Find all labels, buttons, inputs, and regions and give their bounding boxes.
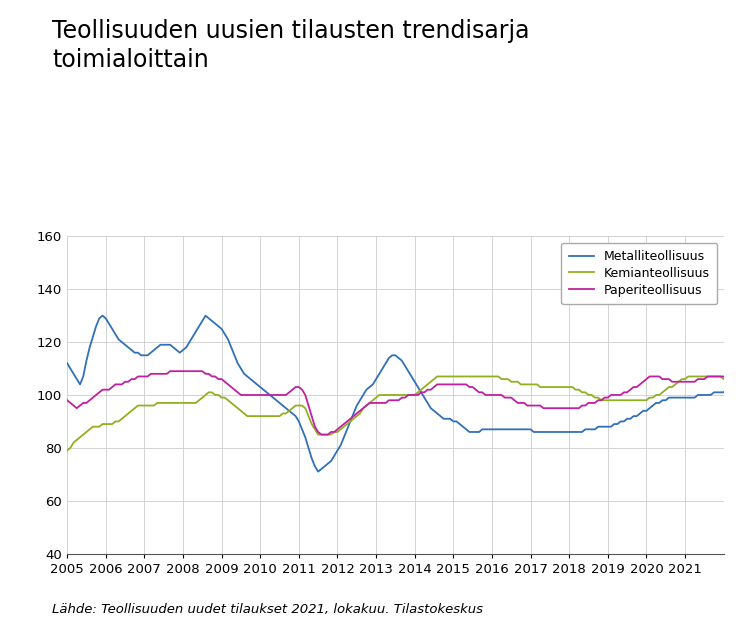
Paperiteollisuus <box>516 399 525 407</box>
Metalliteollisuus <box>680 394 689 401</box>
Kemianteollisuus <box>590 394 599 401</box>
Paperiteollisuus <box>680 378 689 386</box>
Line: Kemianteollisuus: Kemianteollisuus <box>67 337 746 450</box>
Line: Metalliteollisuus: Metalliteollisuus <box>67 300 746 471</box>
Paperiteollisuus <box>182 368 191 375</box>
Kemianteollisuus <box>178 399 187 407</box>
Metalliteollisuus <box>313 468 322 475</box>
Paperiteollisuus <box>394 397 403 404</box>
Kemianteollisuus <box>513 378 522 386</box>
Metalliteollisuus <box>394 355 403 362</box>
Kemianteollisuus <box>63 447 72 454</box>
Kemianteollisuus <box>677 375 686 383</box>
Kemianteollisuus <box>523 381 532 388</box>
Metalliteollisuus <box>178 346 187 354</box>
Paperiteollisuus <box>526 402 535 409</box>
Metalliteollisuus <box>63 360 72 367</box>
Text: Teollisuuden uusien tilausten trendisarja
toimialoittain: Teollisuuden uusien tilausten trendisarj… <box>52 19 530 72</box>
Paperiteollisuus <box>166 368 175 375</box>
Paperiteollisuus <box>594 397 603 404</box>
Line: Paperiteollisuus: Paperiteollisuus <box>67 371 746 448</box>
Metalliteollisuus <box>516 425 525 433</box>
Text: Lähde: Teollisuuden uudet tilaukset 2021, lokakuu. Tilastokeskus: Lähde: Teollisuuden uudet tilaukset 2021… <box>52 603 483 616</box>
Legend: Metalliteollisuus, Kemianteollisuus, Paperiteollisuus: Metalliteollisuus, Kemianteollisuus, Pap… <box>562 243 718 304</box>
Paperiteollisuus <box>63 397 72 404</box>
Metalliteollisuus <box>594 423 603 430</box>
Kemianteollisuus <box>391 391 400 399</box>
Metalliteollisuus <box>526 425 535 433</box>
